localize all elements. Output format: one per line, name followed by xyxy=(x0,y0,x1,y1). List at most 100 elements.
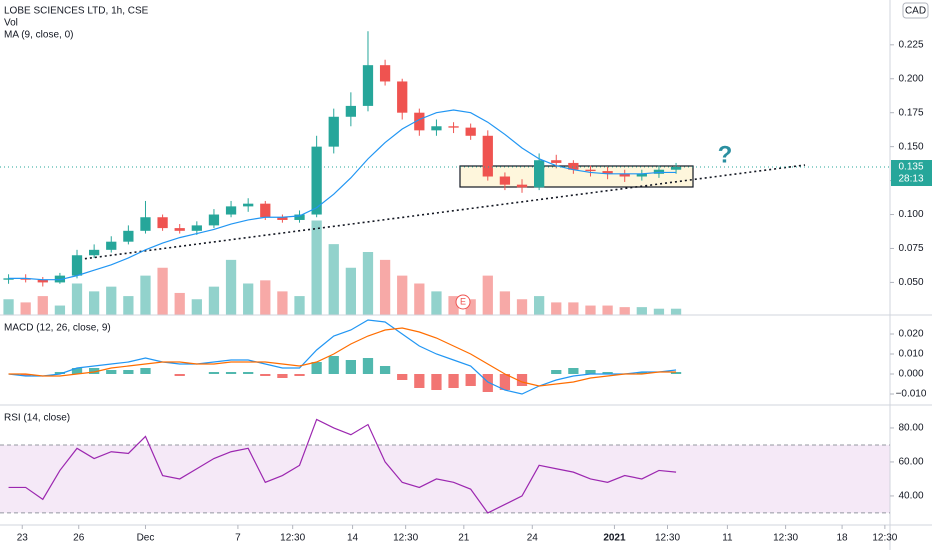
volume-bar xyxy=(619,307,630,315)
macd-histogram-bar xyxy=(568,368,579,374)
earnings-label[interactable]: E xyxy=(460,296,466,306)
candle-body xyxy=(619,173,630,177)
x-tick-label: 12:30 xyxy=(393,533,418,544)
candle-body xyxy=(602,171,613,174)
candle-body xyxy=(54,275,66,283)
candle-body xyxy=(499,176,511,185)
volume-bar xyxy=(482,275,493,315)
candle-body xyxy=(106,241,117,250)
x-tick-label: 23 xyxy=(17,533,29,544)
macd-histogram-bar xyxy=(551,370,562,374)
x-tick-label: 12:30 xyxy=(280,533,305,544)
x-tick-label: 12:30 xyxy=(872,533,897,544)
macd-histogram-bar xyxy=(243,372,254,374)
y-tick-label: 0.100 xyxy=(898,209,923,220)
macd-histogram-bar xyxy=(225,372,237,374)
volume-bar xyxy=(379,259,391,315)
macd-histogram-bar xyxy=(71,368,83,374)
macd-histogram-bar xyxy=(123,370,134,374)
y-tick-label: 40.00 xyxy=(898,491,923,502)
candle-body xyxy=(465,127,476,136)
candle-body xyxy=(379,65,391,82)
indicator-line xyxy=(8,418,677,514)
volume-bar xyxy=(414,283,425,315)
macd-histogram-bar xyxy=(636,372,647,374)
candle-body xyxy=(362,65,374,106)
y-tick-label: 0.175 xyxy=(898,107,923,118)
candle-body xyxy=(534,160,545,188)
volume-bar xyxy=(294,296,305,315)
candle-body xyxy=(174,228,185,231)
macd-histogram-bar xyxy=(106,370,117,374)
macd-histogram-bar xyxy=(516,374,528,386)
macd-histogram-bar xyxy=(328,356,339,374)
candle-body xyxy=(294,214,305,220)
macd-histogram-bar xyxy=(20,374,31,376)
macd-histogram-bar xyxy=(602,372,613,374)
macd-histogram-bar xyxy=(482,374,493,392)
volume-bar xyxy=(174,292,185,315)
chart-title: LOBE SCIENCES LTD, 1h, CSE xyxy=(4,6,149,17)
y-tick-label: −0.010 xyxy=(896,389,927,400)
earnings-marker[interactable] xyxy=(455,294,471,310)
indicator-line xyxy=(8,327,677,387)
y-tick-label: 0.000 xyxy=(898,369,923,380)
x-tick-label: 26 xyxy=(73,533,85,544)
candle-body xyxy=(345,105,356,117)
candle-body xyxy=(653,169,665,174)
volume-bar xyxy=(225,259,237,315)
candle-body xyxy=(328,116,339,147)
x-tick-label: 21 xyxy=(458,533,470,544)
x-tick-label: 18 xyxy=(837,533,849,544)
volume-bar xyxy=(345,267,356,315)
currency-badge[interactable] xyxy=(902,2,929,19)
volume-bar xyxy=(362,252,374,315)
volume-bar xyxy=(157,267,168,315)
x-tick-label: Dec xyxy=(137,533,155,544)
indicator-label: Vol xyxy=(4,18,18,29)
macd-histogram-bar xyxy=(277,374,288,378)
volume-bar xyxy=(636,307,647,315)
candle-body xyxy=(37,279,48,283)
candle-body xyxy=(636,173,647,177)
last-price-label: 0.135 xyxy=(898,162,923,173)
candle-body xyxy=(3,278,14,280)
macd-histogram-bar xyxy=(208,372,220,374)
macd-histogram-bar xyxy=(670,372,682,374)
y-tick-label: 0.150 xyxy=(898,141,923,152)
candle-body xyxy=(670,167,682,170)
macd-histogram-bar xyxy=(362,358,374,374)
volume-bar xyxy=(277,291,288,315)
volume-bar xyxy=(465,299,476,315)
volume-bar xyxy=(89,291,100,315)
macd-histogram-bar xyxy=(397,374,408,380)
volume-bar xyxy=(37,296,48,315)
volume-bar xyxy=(260,280,271,315)
y-tick-label: 80.00 xyxy=(898,423,923,434)
candle-body xyxy=(191,225,202,231)
last-price-badge xyxy=(891,160,932,187)
volume-bar xyxy=(431,291,442,315)
y-tick-label: 60.00 xyxy=(898,457,923,468)
volume-bar xyxy=(3,299,14,315)
candle-body xyxy=(157,217,168,229)
pane-title: RSI (14, close) xyxy=(4,413,70,424)
candle-body xyxy=(208,214,220,226)
indicator-line xyxy=(8,319,677,395)
candle-body xyxy=(585,169,596,172)
macd-histogram-bar xyxy=(54,372,66,374)
x-tick-label: 24 xyxy=(527,533,539,544)
x-tick-label: 11 xyxy=(722,533,733,544)
candle-body xyxy=(89,249,100,256)
question-annotation: ? xyxy=(718,141,733,168)
volume-bar xyxy=(551,302,562,315)
macd-histogram-bar xyxy=(465,374,476,386)
pane-title: MACD (12, 26, close, 9) xyxy=(4,323,111,334)
volume-bar xyxy=(585,305,596,315)
candle-body xyxy=(551,160,562,163)
volume-bar xyxy=(328,244,339,315)
candle-body xyxy=(260,203,271,218)
currency-label[interactable]: CAD xyxy=(905,6,926,17)
macd-histogram-bar xyxy=(499,374,511,390)
